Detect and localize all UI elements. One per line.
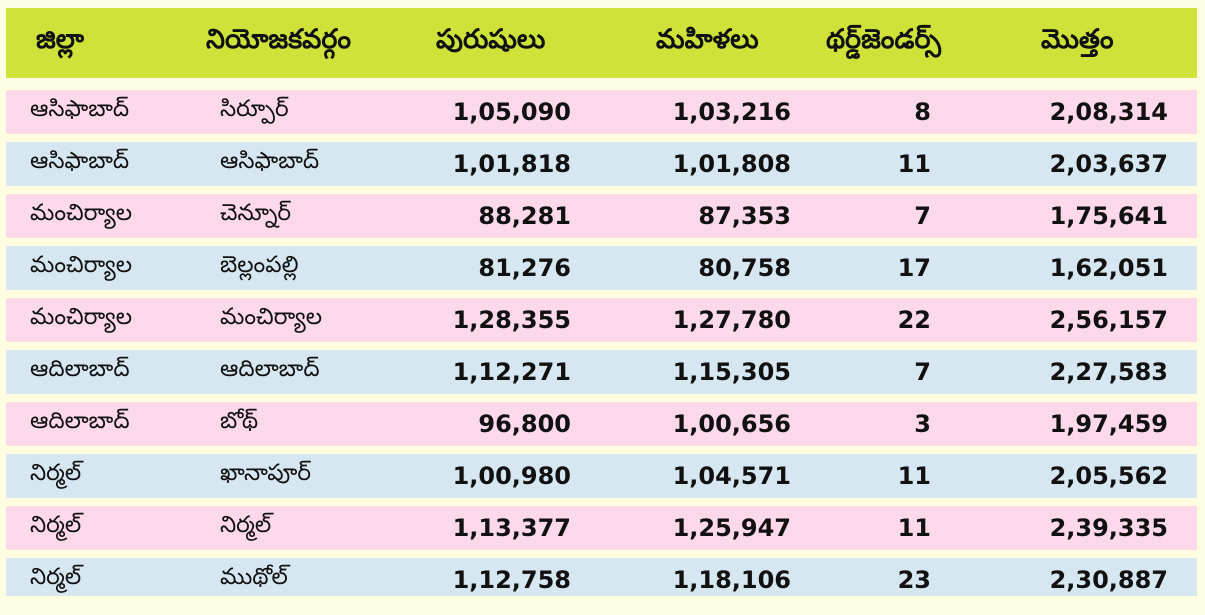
- table-row: నిర్మల్ ముథోల్ 1,12,758 1,18,106 23 2,30…: [6, 558, 1197, 602]
- third-gender-cell: 22: [897, 306, 931, 334]
- men-cell: 1,01,818: [452, 150, 571, 178]
- women-cell: 1,27,780: [672, 306, 791, 334]
- table-row: నిర్మల్ ఖానాపూర్ 1,00,980 1,04,571 11 2,…: [6, 454, 1197, 498]
- total-cell: 1,75,641: [1049, 202, 1168, 230]
- total-cell: 2,27,583: [1049, 358, 1168, 386]
- women-cell: 1,15,305: [672, 358, 791, 386]
- header-constituency: నియోజకవర్గం: [206, 24, 352, 55]
- district-cell: నిర్మల్: [30, 564, 82, 590]
- table-header: జిల్లా నియోజకవర్గం పురుషులు మహిళలు థర్డ్…: [6, 8, 1197, 78]
- total-cell: 2,03,637: [1049, 150, 1168, 178]
- men-cell: 88,281: [478, 202, 571, 230]
- constituency-cell: మంచిర్యాల: [220, 304, 323, 330]
- men-cell: 1,28,355: [452, 306, 571, 334]
- women-cell: 1,03,216: [672, 98, 791, 126]
- constituency-cell: ఆదిలాబాద్: [220, 356, 320, 382]
- district-cell: మంచిర్యాల: [30, 200, 133, 226]
- table-footer-strip: [6, 596, 1197, 615]
- table-row: మంచిర్యాల చెన్నూర్ 88,281 87,353 7 1,75,…: [6, 194, 1197, 238]
- men-cell: 1,12,271: [452, 358, 571, 386]
- table-row: ఆసిఫాబాద్ సిర్పూర్ 1,05,090 1,03,216 8 2…: [6, 90, 1197, 134]
- third-gender-cell: 23: [897, 566, 931, 594]
- third-gender-cell: 11: [897, 514, 931, 542]
- men-cell: 96,800: [478, 410, 571, 438]
- women-cell: 87,353: [698, 202, 791, 230]
- women-cell: 1,18,106: [672, 566, 791, 594]
- voter-table: జిల్లా నియోజకవర్గం పురుషులు మహిళలు థర్డ్…: [6, 8, 1197, 602]
- women-cell: 80,758: [698, 254, 791, 282]
- women-cell: 1,25,947: [672, 514, 791, 542]
- district-cell: మంచిర్యాల: [30, 304, 133, 330]
- total-cell: 1,62,051: [1049, 254, 1168, 282]
- district-cell: ఆసిఫాబాద్: [30, 96, 130, 122]
- women-cell: 1,04,571: [672, 462, 791, 490]
- third-gender-cell: 11: [897, 150, 931, 178]
- table-row: నిర్మల్ నిర్మల్ 1,13,377 1,25,947 11 2,3…: [6, 506, 1197, 550]
- header-district: జిల్లా: [36, 24, 85, 55]
- constituency-cell: సిర్పూర్: [220, 96, 289, 122]
- table-row: ఆదిలాబాద్ బోథ్ 96,800 1,00,656 3 1,97,45…: [6, 402, 1197, 446]
- third-gender-cell: 17: [897, 254, 931, 282]
- table-row: మంచిర్యాల మంచిర్యాల 1,28,355 1,27,780 22…: [6, 298, 1197, 342]
- women-cell: 1,00,656: [672, 410, 791, 438]
- district-cell: ఆదిలాబాద్: [30, 356, 130, 382]
- total-cell: 2,30,887: [1049, 566, 1168, 594]
- district-cell: ఆసిఫాబాద్: [30, 148, 130, 174]
- total-cell: 2,08,314: [1049, 98, 1168, 126]
- district-cell: నిర్మల్: [30, 460, 82, 486]
- table-row: ఆసిఫాబాద్ ఆసిఫాబాద్ 1,01,818 1,01,808 11…: [6, 142, 1197, 186]
- total-cell: 1,97,459: [1049, 410, 1168, 438]
- third-gender-cell: 11: [897, 462, 931, 490]
- third-gender-cell: 8: [914, 98, 931, 126]
- constituency-cell: చెన్నూర్: [220, 200, 292, 226]
- constituency-cell: బోథ్: [220, 408, 259, 434]
- men-cell: 1,00,980: [452, 462, 571, 490]
- men-cell: 1,05,090: [452, 98, 571, 126]
- district-cell: ఆదిలాబాద్: [30, 408, 130, 434]
- constituency-cell: ఖానాపూర్: [220, 460, 311, 486]
- district-cell: నిర్మల్: [30, 512, 82, 538]
- men-cell: 1,13,377: [452, 514, 571, 542]
- third-gender-cell: 7: [914, 358, 931, 386]
- total-cell: 2,05,562: [1049, 462, 1168, 490]
- constituency-cell: బెల్లంపల్లి: [220, 252, 299, 278]
- total-cell: 2,56,157: [1049, 306, 1168, 334]
- header-third-gender: థర్డ్‌జెండర్స్: [826, 24, 941, 55]
- header-women: మహిళలు: [656, 24, 759, 55]
- constituency-cell: ఆసిఫాబాద్: [220, 148, 320, 174]
- constituency-cell: నిర్మల్: [220, 512, 272, 538]
- header-men: పురుషులు: [436, 24, 546, 55]
- constituency-cell: ముథోల్: [220, 564, 288, 590]
- third-gender-cell: 3: [914, 410, 931, 438]
- men-cell: 1,12,758: [452, 566, 571, 594]
- table-row: ఆదిలాబాద్ ఆదిలాబాద్ 1,12,271 1,15,305 7 …: [6, 350, 1197, 394]
- table-row: మంచిర్యాల బెల్లంపల్లి 81,276 80,758 17 1…: [6, 246, 1197, 290]
- header-total: మొత్తం: [1041, 24, 1114, 55]
- total-cell: 2,39,335: [1049, 514, 1168, 542]
- women-cell: 1,01,808: [672, 150, 791, 178]
- men-cell: 81,276: [478, 254, 571, 282]
- district-cell: మంచిర్యాల: [30, 252, 133, 278]
- third-gender-cell: 7: [914, 202, 931, 230]
